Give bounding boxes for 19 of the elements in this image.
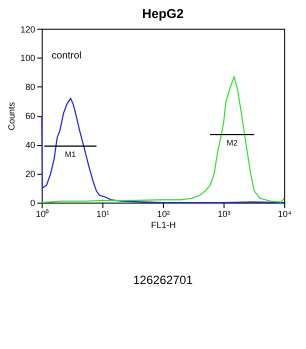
x-tick-label: 10¹ xyxy=(96,209,110,220)
series-label: M2 xyxy=(226,138,238,148)
x-tick-label: 10³ xyxy=(218,209,231,220)
x-tick-label: 10⁰ xyxy=(36,209,49,220)
y-axis-title: Counts xyxy=(6,102,16,130)
y-tick-label: 80 xyxy=(25,82,36,92)
chart-title: HepG2 xyxy=(142,6,184,21)
y-tick-label: 60 xyxy=(25,111,36,122)
series-label: M1 xyxy=(64,150,76,160)
annotation: control xyxy=(52,50,82,62)
x-axis-title: FL1-H xyxy=(151,220,176,230)
y-tick-label: 120 xyxy=(20,24,36,34)
y-tick-label: 20 xyxy=(25,169,36,180)
y-tick-label: 40 xyxy=(25,140,36,150)
x-tick-label: 10² xyxy=(156,209,170,220)
text: 126262701 xyxy=(133,273,194,288)
y-tick-label: 100 xyxy=(20,53,36,64)
y-tick-label: 0 xyxy=(30,198,36,208)
x-tick-label: 10⁴ xyxy=(278,209,292,220)
